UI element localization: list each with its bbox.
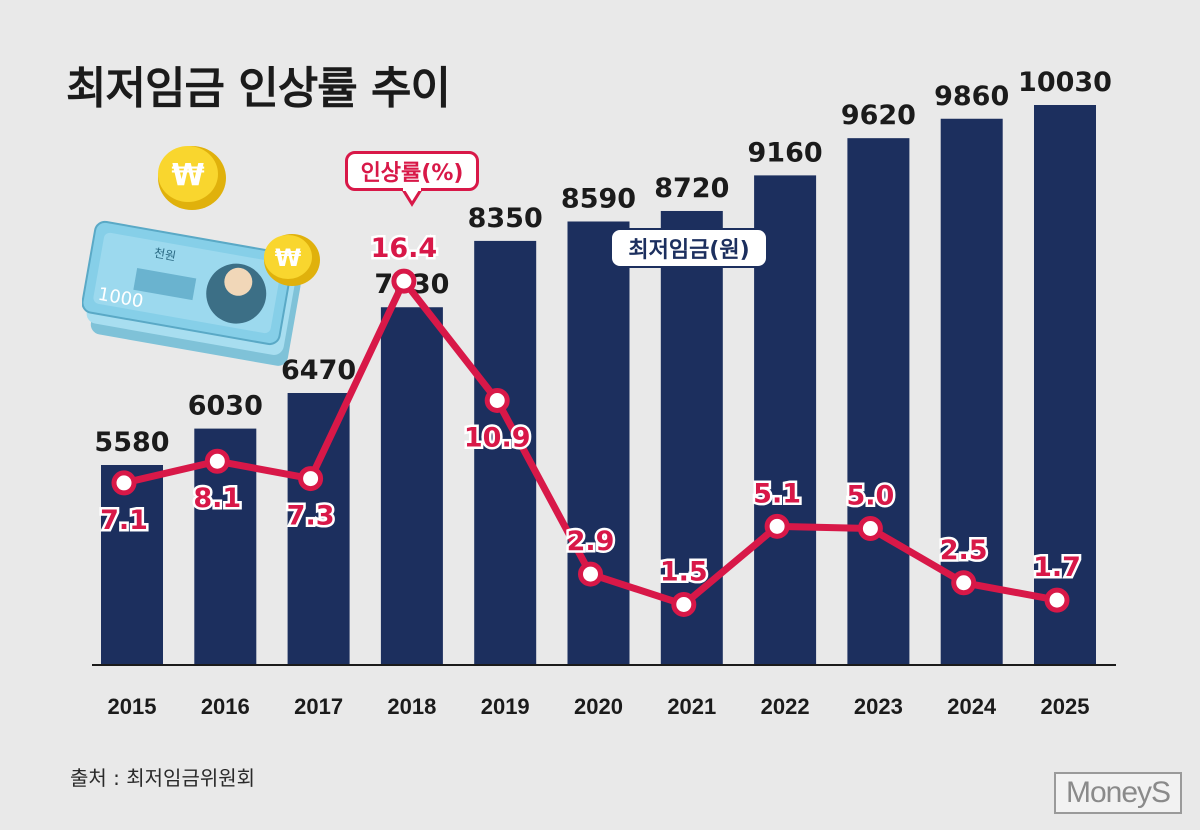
- bar-value-label: 10030: [1018, 67, 1112, 98]
- rate-value-label: 16.4: [371, 233, 438, 264]
- rate-point: [764, 513, 790, 539]
- rate-callout-pointer: [400, 188, 424, 207]
- rate-point: [578, 561, 603, 587]
- rate-point: [111, 470, 137, 496]
- x-tick-label: 2016: [201, 694, 250, 719]
- x-tick-label: 2018: [387, 694, 436, 719]
- rate-value-label: 5.0: [846, 481, 894, 512]
- bar-2017: [287, 393, 350, 665]
- x-tick-label: 2017: [294, 694, 343, 719]
- rate-value-label: 5.1: [753, 478, 801, 509]
- source-note: 출처 : 최저임금위원회: [70, 766, 256, 790]
- x-tick-label: 2020: [574, 694, 623, 719]
- bar-value-label: 6470: [281, 355, 356, 386]
- rate-legend-callout: 인상률(%): [345, 151, 479, 191]
- rate-value-label: 8.1: [193, 483, 241, 514]
- bar-value-label: 8350: [468, 203, 543, 234]
- rate-value-label: 2.9: [567, 526, 615, 557]
- bar-value-label: 8720: [654, 173, 729, 204]
- rate-point: [298, 466, 324, 492]
- bar-value-label: 9860: [934, 81, 1009, 112]
- rate-point: [671, 591, 697, 617]
- chart-title: 최저임금 인상률 추이: [66, 63, 451, 114]
- rate-point: [391, 268, 417, 294]
- bar-2025: [1034, 105, 1096, 665]
- x-tick-label: 2019: [481, 694, 530, 719]
- won-coin-icon: ₩: [158, 146, 226, 210]
- bar-value-label: 5580: [94, 427, 169, 458]
- rate-value-label: 7.1: [100, 505, 148, 536]
- x-tick-label: 2025: [1041, 694, 1090, 719]
- svg-text:₩: ₩: [275, 244, 302, 272]
- rate-value-label: 1.5: [660, 556, 708, 587]
- rate-value-label: 1.7: [1033, 552, 1081, 583]
- x-tick-label: 2023: [854, 694, 903, 719]
- bar-2023: [847, 138, 910, 666]
- bar-2018: [380, 307, 443, 665]
- bar-value-label: 8590: [561, 183, 636, 214]
- rate-point: [484, 387, 510, 413]
- rate-point: [857, 516, 883, 541]
- moneys-logo: MoneyS: [1054, 772, 1182, 814]
- money-illustration: 1000 천원 ₩ ₩: [81, 140, 332, 400]
- x-tick-label: 2021: [667, 694, 716, 719]
- bar-2015: [101, 465, 163, 665]
- bar-value-label: 9620: [841, 100, 916, 131]
- rate-point: [204, 448, 230, 474]
- won-coin-icon: ₩: [264, 234, 320, 286]
- bar-2020: [567, 221, 630, 665]
- bar-value-label: 9160: [748, 137, 823, 168]
- rate-value-label: 10.9: [464, 422, 531, 453]
- bar-2021: [660, 210, 723, 665]
- wage-callout-pointer: [688, 266, 690, 296]
- x-tick-label: 2015: [108, 694, 157, 719]
- bar-value-label: 6030: [188, 391, 263, 422]
- rate-point: [1044, 587, 1070, 613]
- wage-legend-callout: 최저임금(원): [610, 228, 768, 268]
- rate-value-label: 7.3: [287, 501, 335, 532]
- rate-point: [951, 570, 977, 596]
- x-tick-label: 2022: [761, 694, 810, 719]
- x-tick-label: 2024: [947, 694, 997, 719]
- bill-word: 천원: [153, 245, 177, 264]
- svg-text:₩: ₩: [171, 158, 204, 193]
- rate-value-label: 2.5: [940, 535, 988, 566]
